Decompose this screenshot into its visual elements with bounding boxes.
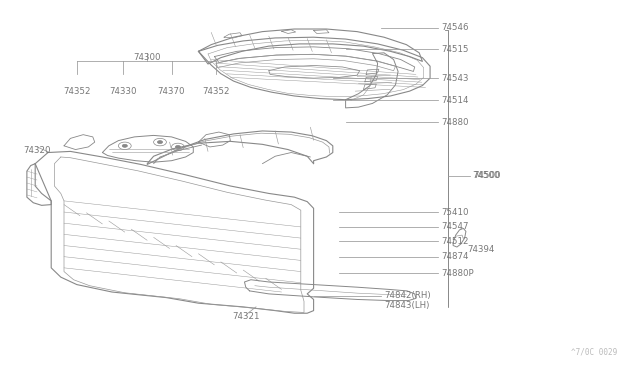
Text: 74352: 74352	[63, 87, 90, 96]
Text: 74547: 74547	[442, 222, 469, 231]
Text: 74394: 74394	[467, 245, 495, 254]
Text: 75410: 75410	[442, 208, 469, 217]
Text: 74515: 74515	[442, 45, 469, 54]
Text: 74880P: 74880P	[442, 269, 474, 278]
Circle shape	[157, 141, 163, 144]
Text: 74514: 74514	[442, 96, 469, 105]
Text: 74546: 74546	[442, 23, 469, 32]
Circle shape	[122, 144, 127, 147]
Text: 74320: 74320	[24, 146, 51, 155]
Circle shape	[175, 145, 180, 148]
Text: 74352: 74352	[203, 87, 230, 96]
Text: 74543: 74543	[442, 74, 469, 83]
Text: ^7/0C 0029: ^7/0C 0029	[572, 347, 618, 356]
Text: 74880: 74880	[442, 118, 469, 126]
Text: 74842(RH): 74842(RH)	[384, 291, 431, 300]
Text: 74370: 74370	[158, 87, 185, 96]
Text: 74874: 74874	[442, 252, 469, 261]
Text: 74321: 74321	[233, 312, 260, 321]
Text: 74500: 74500	[472, 171, 500, 180]
Text: 74500: 74500	[474, 171, 501, 180]
Text: 74330: 74330	[109, 87, 136, 96]
Text: 74843(LH): 74843(LH)	[384, 301, 429, 310]
Text: 74512: 74512	[442, 237, 469, 246]
Text: 74300: 74300	[134, 53, 161, 62]
